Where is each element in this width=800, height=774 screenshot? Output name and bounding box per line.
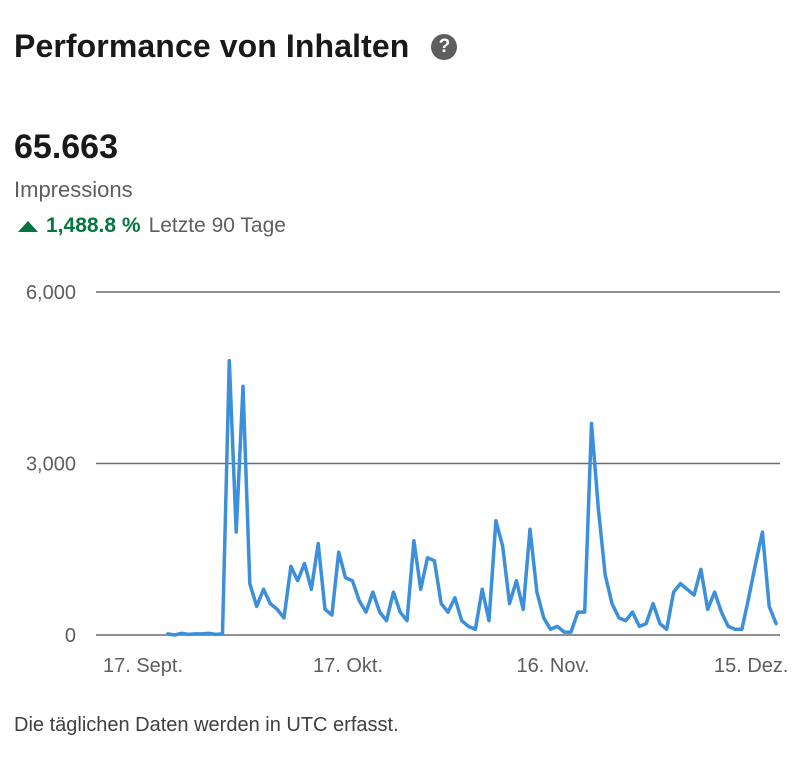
x-tick-label: 15. Dez. — [714, 655, 788, 677]
change-percentage: 1,488.8 % — [46, 214, 141, 237]
footnote: Die täglichen Daten werden in UTC erfass… — [14, 714, 399, 736]
change-period: Letzte 90 Tage — [148, 214, 286, 237]
y-tick-label: 6,000 — [26, 282, 76, 304]
metric-label: Impressions — [14, 177, 133, 202]
x-tick-label: 17. Sept. — [103, 655, 183, 677]
change-indicator: 1,488.8 % Letzte 90 Tage — [18, 214, 286, 238]
impressions-total: 65.663 — [14, 128, 118, 166]
x-tick-label: 17. Okt. — [313, 655, 383, 677]
series-line-impressions — [166, 358, 778, 637]
header: Performance von Inhalten ? — [14, 28, 458, 65]
x-tick-label: 16. Nov. — [517, 655, 590, 677]
page-title: Performance von Inhalten — [14, 28, 410, 64]
impressions-line-chart[interactable]: 0 3,000 6,000 17. Sept. 17. Okt. 16. Nov. 15. … — [0, 270, 800, 690]
y-tick-label: 3,000 — [26, 454, 76, 476]
triangle-up-icon — [18, 220, 38, 232]
y-tick-label: 0 — [65, 625, 76, 647]
question-circle-icon[interactable]: ? — [431, 33, 458, 60]
